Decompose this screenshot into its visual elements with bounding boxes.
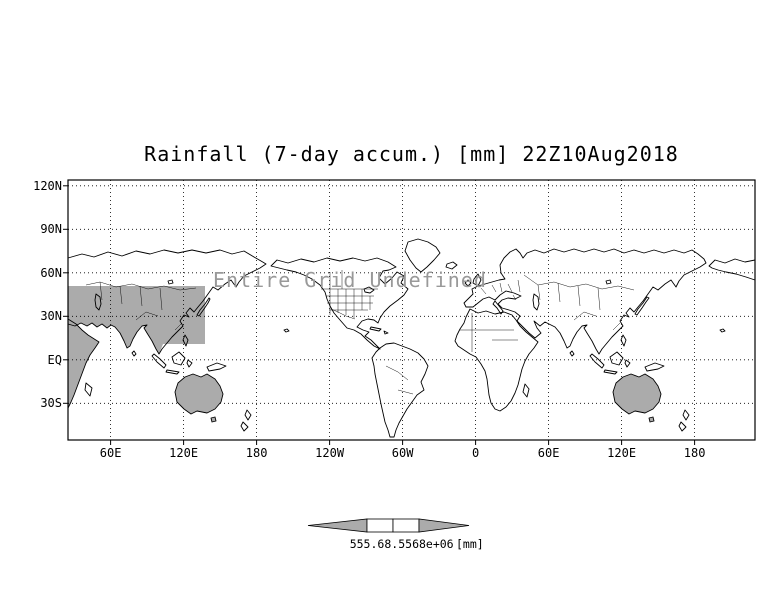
lon-label-8: 180	[683, 446, 706, 460]
coast-east-africa-left-edge	[67, 318, 100, 409]
lon-label-2: 180	[245, 446, 268, 460]
shaded-australia	[174, 373, 662, 423]
lon-label-0: 60E	[99, 446, 122, 460]
lon-label-5: 0	[471, 446, 480, 460]
lat-label-90n: 90N	[40, 222, 62, 236]
lon-label-3: 120W	[315, 446, 345, 460]
coast-greenland	[404, 238, 441, 273]
coast-japan-east-copy	[634, 296, 650, 316]
lon-label-1: 120E	[169, 446, 199, 460]
colorbar-left-arrow	[307, 518, 368, 533]
coast-australia-west-copy	[174, 373, 224, 415]
lon-label-4: 60W	[391, 446, 414, 460]
lat-label-30s: 30S	[40, 396, 62, 410]
lat-label-30n: 30N	[40, 309, 62, 323]
coast-alaska-right-edge	[708, 258, 756, 281]
lon-label-6: 60E	[537, 446, 560, 460]
colorbar-right-arrow	[418, 518, 470, 533]
figure-title: Rainfall (7-day accum.) [mm] 22Z10Aug201…	[144, 142, 679, 166]
coast-eurasia-east-copy	[463, 248, 707, 355]
shaded-region-asia	[68, 286, 205, 408]
colorbar-tick-label-1: 8.5568e+06	[384, 537, 454, 551]
colorbar-tick-label-0: 555.6	[349, 537, 385, 551]
coast-north-america	[270, 257, 409, 350]
lon-label-7: 120E	[607, 446, 637, 460]
coastlines	[67, 238, 756, 438]
coast-south-america	[371, 342, 429, 438]
coast-eurasia-west-copy	[67, 249, 267, 355]
colorbar-segment-1	[366, 518, 394, 533]
colorbar-segment-2	[392, 518, 420, 533]
plot-frame	[63, 179, 756, 445]
political-borders	[85, 270, 635, 395]
map-plot	[63, 179, 756, 445]
coast-australia-east-copy	[612, 373, 662, 415]
lat-label-60n: 60N	[40, 266, 62, 280]
coast-japan-west-copy	[196, 297, 211, 317]
lat-label-eq: EQ	[47, 353, 62, 367]
colorbar	[307, 518, 470, 533]
colorbar-units-label: [mm]	[456, 537, 484, 551]
grid-undefined-watermark: Entire Grid Undefined	[213, 268, 487, 292]
lat-label-120n: 120N	[33, 179, 62, 193]
